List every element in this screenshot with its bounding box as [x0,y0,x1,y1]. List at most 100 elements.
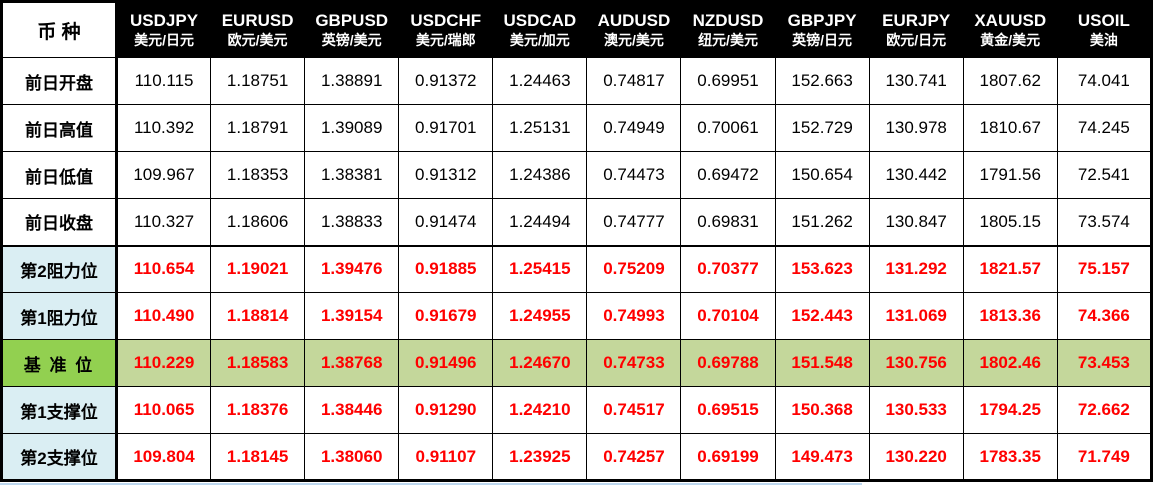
column-code: USDCAD [503,11,577,31]
row-label: 基 准 位 [1,339,118,387]
value-cell: 73.453 [1056,339,1153,387]
value-cell: 1.18606 [210,198,306,246]
value-cell: 1.18751 [210,57,306,105]
table-row: 前日收盘 110.327 1.18606 1.38833 0.91474 1.24494 0… [1,198,1153,246]
value-cell: 1791.56 [962,151,1058,199]
table-body: 前日开盘 110.115 1.18751 1.38891 0.91372 1.24463 0… [1,57,1153,481]
column-header: USDJPY 美元/日元 [115,1,212,58]
column-header: USDCAD 美元/加元 [492,1,588,58]
value-cell: 130.533 [868,386,964,434]
row-label: 前日收盘 [1,198,118,246]
column-pair: 美油 [1089,32,1118,49]
column-header: GBPJPY 英镑/日元 [774,1,870,58]
value-cell: 0.74777 [586,198,682,246]
value-cell: 152.443 [774,292,870,340]
row-label: 前日高值 [1,104,118,152]
column-pair: 黄金/美元 [980,32,1041,49]
value-cell: 0.91290 [398,386,494,434]
column-header: XAUUSD 黄金/美元 [962,1,1058,58]
value-cell: 0.74949 [586,104,682,152]
value-cell: 0.69951 [680,57,776,105]
value-cell: 0.91312 [398,151,494,199]
value-cell: 130.756 [868,339,964,387]
column-pair: 英镑/日元 [792,32,853,49]
value-cell: 1.39154 [304,292,400,340]
column-code: EURJPY [882,11,951,31]
table-row: 前日开盘 110.115 1.18751 1.38891 0.91372 1.24463 0… [1,57,1153,105]
value-cell: 0.69515 [680,386,776,434]
value-cell: 0.74257 [586,433,682,481]
value-cell: 1.24494 [492,198,588,246]
table-row: 前日高值 110.392 1.18791 1.39089 0.91701 1.25131 0… [1,104,1153,152]
value-cell: 1.24210 [492,386,588,434]
column-pair: 英镑/美元 [321,32,382,49]
value-cell: 130.442 [868,151,964,199]
value-cell: 0.74817 [586,57,682,105]
value-cell: 131.069 [868,292,964,340]
column-header: USOIL 美油 [1056,1,1153,58]
value-cell: 153.623 [774,244,870,293]
column-header: AUDUSD 澳元/美元 [586,1,682,58]
column-code: USOIL [1077,11,1130,31]
value-cell: 110.392 [115,104,212,152]
value-cell: 0.70377 [680,244,776,293]
value-cell: 1.18791 [210,104,306,152]
value-cell: 0.74473 [586,151,682,199]
value-cell: 74.041 [1056,57,1153,105]
value-cell: 1813.36 [962,292,1058,340]
value-cell: 0.74517 [586,386,682,434]
value-cell: 0.91107 [398,433,494,481]
value-cell: 1.24670 [492,339,588,387]
column-header: NZDUSD 纽元/美元 [680,1,776,58]
value-cell: 1.18145 [210,433,306,481]
value-cell: 75.157 [1056,244,1153,293]
column-pair: 美元/瑞郎 [415,32,476,49]
column-code: GBPUSD [315,11,389,31]
row-label: 前日开盘 [1,57,118,105]
value-cell: 110.229 [115,339,212,387]
value-cell: 1.18583 [210,339,306,387]
value-cell: 1.18353 [210,151,306,199]
value-cell: 1.25415 [492,244,588,293]
value-cell: 74.366 [1056,292,1153,340]
value-cell: 0.69831 [680,198,776,246]
value-cell: 0.91679 [398,292,494,340]
value-cell: 1.23925 [492,433,588,481]
value-cell: 1.18376 [210,386,306,434]
value-cell: 110.065 [115,386,212,434]
row-label: 第2支撑位 [1,433,118,481]
value-cell: 1.24386 [492,151,588,199]
value-cell: 1802.46 [962,339,1058,387]
column-pair: 美元/加元 [509,32,570,49]
value-cell: 71.749 [1056,433,1153,481]
value-cell: 151.548 [774,339,870,387]
value-cell: 0.70061 [680,104,776,152]
row-label: 前日低值 [1,151,118,199]
value-cell: 0.74733 [586,339,682,387]
value-cell: 130.220 [868,433,964,481]
table-row: 前日低值 109.967 1.18353 1.38381 0.91312 1.24386 0… [1,151,1153,199]
value-cell: 1794.25 [962,386,1058,434]
value-cell: 0.91885 [398,244,494,293]
value-cell: 1.38891 [304,57,400,105]
column-code: AUDUSD [597,11,671,31]
value-cell: 73.574 [1056,198,1153,246]
value-cell: 1.38833 [304,198,400,246]
screen-edge-artifact [0,483,862,485]
currency-header-cell: 币 种 [1,1,118,58]
value-cell: 1821.57 [962,244,1058,293]
row-label: 第1阻力位 [1,292,118,340]
value-cell: 1810.67 [962,104,1058,152]
value-cell: 0.75209 [586,244,682,293]
value-cell: 1.24955 [492,292,588,340]
column-header: GBPUSD 英镑/美元 [304,1,400,58]
column-code: USDJPY [130,11,199,31]
value-cell: 0.91701 [398,104,494,152]
row-label: 第2阻力位 [1,244,118,293]
value-cell: 130.847 [868,198,964,246]
value-cell: 109.804 [115,433,212,481]
value-cell: 1.25131 [492,104,588,152]
value-cell: 152.729 [774,104,870,152]
column-code: EURUSD [221,11,294,31]
